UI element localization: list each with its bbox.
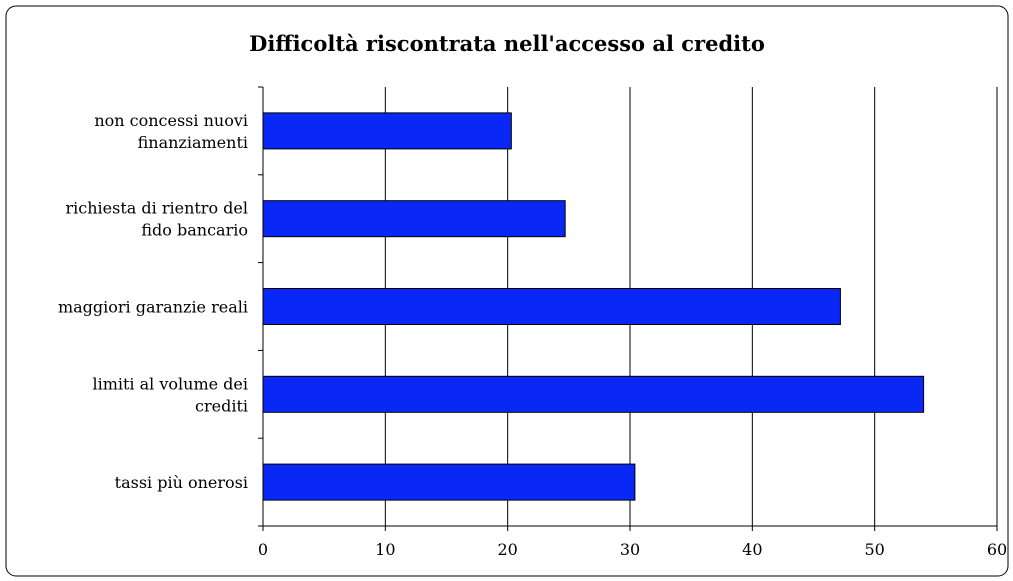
bar xyxy=(262,288,841,325)
bar xyxy=(262,375,925,413)
x-tick-label: 50 xyxy=(864,540,884,559)
axes xyxy=(258,86,998,531)
x-tick-label: 40 xyxy=(742,540,762,559)
x-tick-labels: 0 10 20 30 40 50 60 xyxy=(258,540,1007,559)
x-tick-label: 0 xyxy=(258,540,268,559)
x-tick-label: 30 xyxy=(620,540,640,559)
y-category-label: tassi più onerosi xyxy=(115,473,248,492)
y-category-label: richiesta di rientro del fido bancario xyxy=(66,199,249,240)
chart-title: Difficoltà riscontrata nell'accesso al c… xyxy=(249,31,765,56)
bar xyxy=(262,200,566,238)
bars xyxy=(262,112,925,501)
x-tick-label: 60 xyxy=(987,540,1007,559)
x-tick-label: 20 xyxy=(497,540,517,559)
bar xyxy=(262,112,512,150)
bar xyxy=(262,463,636,501)
y-category-label: limiti al volume dei crediti xyxy=(92,374,248,415)
y-category-label: maggiori garanzie reali xyxy=(58,298,248,317)
y-category-label: non concessi nuovi finanziamenti xyxy=(94,111,248,152)
category-labels: non concessi nuovi finanziamenti richiesta… xyxy=(58,111,248,492)
x-tick-label: 10 xyxy=(375,540,395,559)
